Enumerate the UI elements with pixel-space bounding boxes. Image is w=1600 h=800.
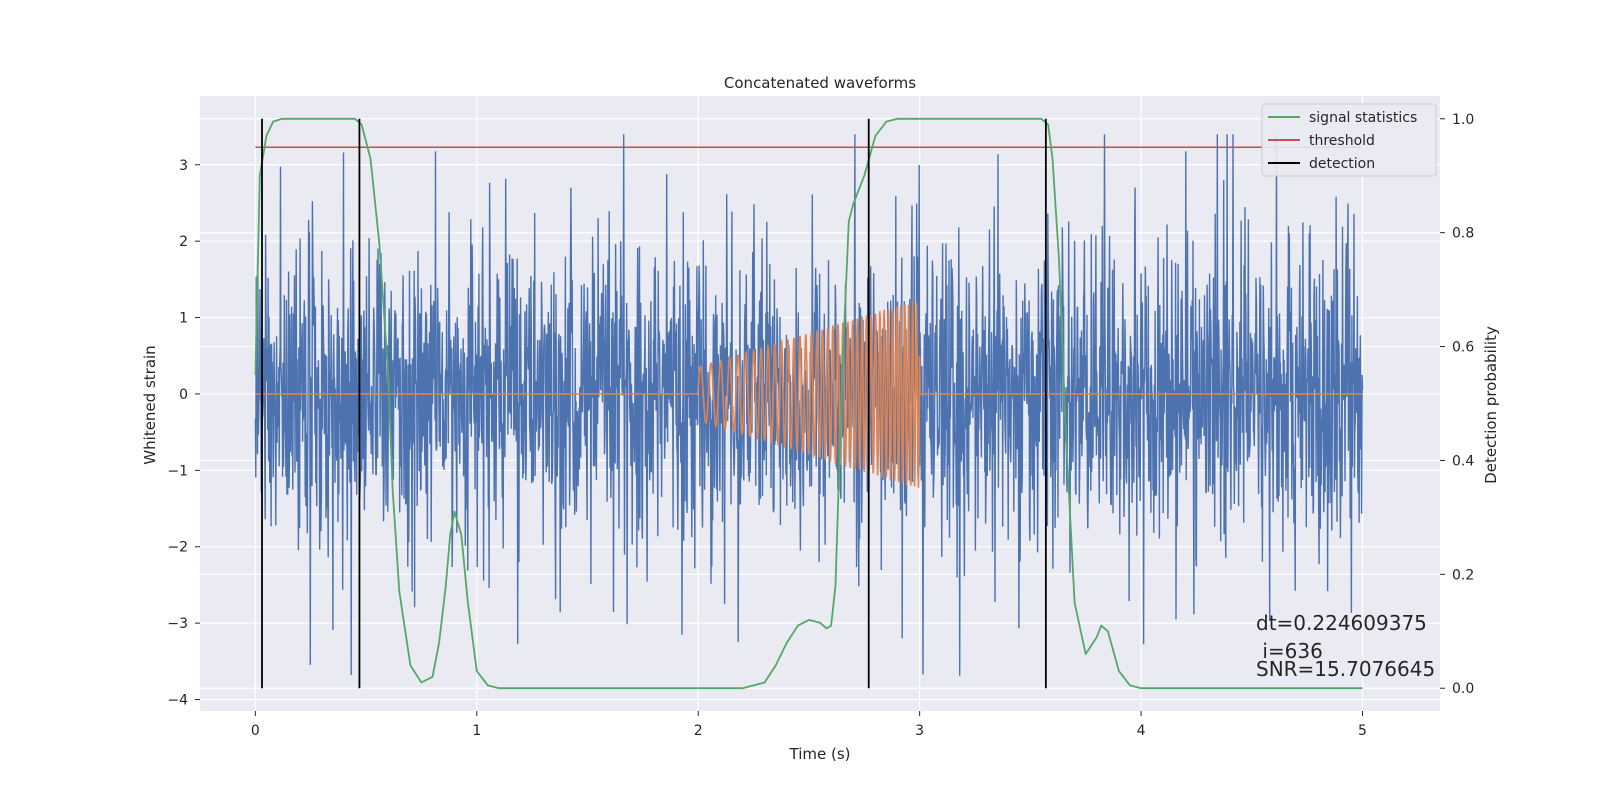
legend-detection-label: detection xyxy=(1309,156,1375,172)
x-tick-label-1: 1 xyxy=(472,723,481,739)
y-right-tick-label-5: 1.0 xyxy=(1452,112,1474,128)
legend-threshold-label: threshold xyxy=(1309,133,1375,149)
y-left-tick-label-6: 2 xyxy=(179,234,188,250)
y-left-axis-label: Whitened strain xyxy=(141,345,159,464)
x-tick-label-4: 4 xyxy=(1137,723,1146,739)
y-left-tick-label-4: 0 xyxy=(179,387,188,403)
series-signal-statistics-line xyxy=(254,117,1363,690)
legend-box xyxy=(1261,103,1437,177)
series-chirp-line xyxy=(255,300,1363,488)
annotation-index: i=636 xyxy=(1256,639,1323,663)
y-left-tick-label-1: −3 xyxy=(167,616,188,632)
y-right-tick-label-0: 0.0 xyxy=(1452,681,1474,697)
legend-signal-statistics-label: signal statistics xyxy=(1309,110,1417,126)
y-right-tick-label-1: 0.2 xyxy=(1452,567,1474,583)
x-tick-label-2: 2 xyxy=(694,723,703,739)
x-tick-label-5: 5 xyxy=(1358,723,1367,739)
y-left-tick-label-7: 3 xyxy=(179,158,188,174)
y-left-tick-label-3: −1 xyxy=(167,463,188,479)
y-left-tick-label-0: −4 xyxy=(167,693,188,709)
annotation-snr: SNR=15.7076645 xyxy=(1256,657,1435,681)
y-left-axis-ticks: −4 −3 −2 −1 0 1 2 3 xyxy=(167,158,200,709)
x-axis-label: Time (s) xyxy=(789,745,851,763)
y-right-axis-label: Detection probability xyxy=(1482,326,1500,484)
y-left-tick-label-5: 1 xyxy=(179,311,188,327)
x-tick-label-3: 3 xyxy=(915,723,924,739)
x-axis-ticks: 0 1 2 3 4 5 xyxy=(251,711,1367,739)
y-left-tick-label-2: −2 xyxy=(167,540,188,556)
y-right-tick-label-3: 0.6 xyxy=(1452,340,1474,356)
annotation-dt: dt=0.224609375 xyxy=(1256,611,1427,635)
y-right-axis-ticks: 0.0 0.2 0.4 0.6 0.8 1.0 xyxy=(1440,112,1474,697)
y-right-tick-label-4: 0.8 xyxy=(1452,226,1474,242)
chart-title: Concatenated waveforms xyxy=(724,74,916,92)
y-right-tick-label-2: 0.4 xyxy=(1452,453,1474,469)
annotations: dt=0.224609375 i=636 SNR=15.7076645 xyxy=(1256,611,1435,681)
x-tick-label-0: 0 xyxy=(251,723,260,739)
legend: signal statistics threshold detection xyxy=(1261,103,1437,177)
plot-area xyxy=(254,117,1364,690)
